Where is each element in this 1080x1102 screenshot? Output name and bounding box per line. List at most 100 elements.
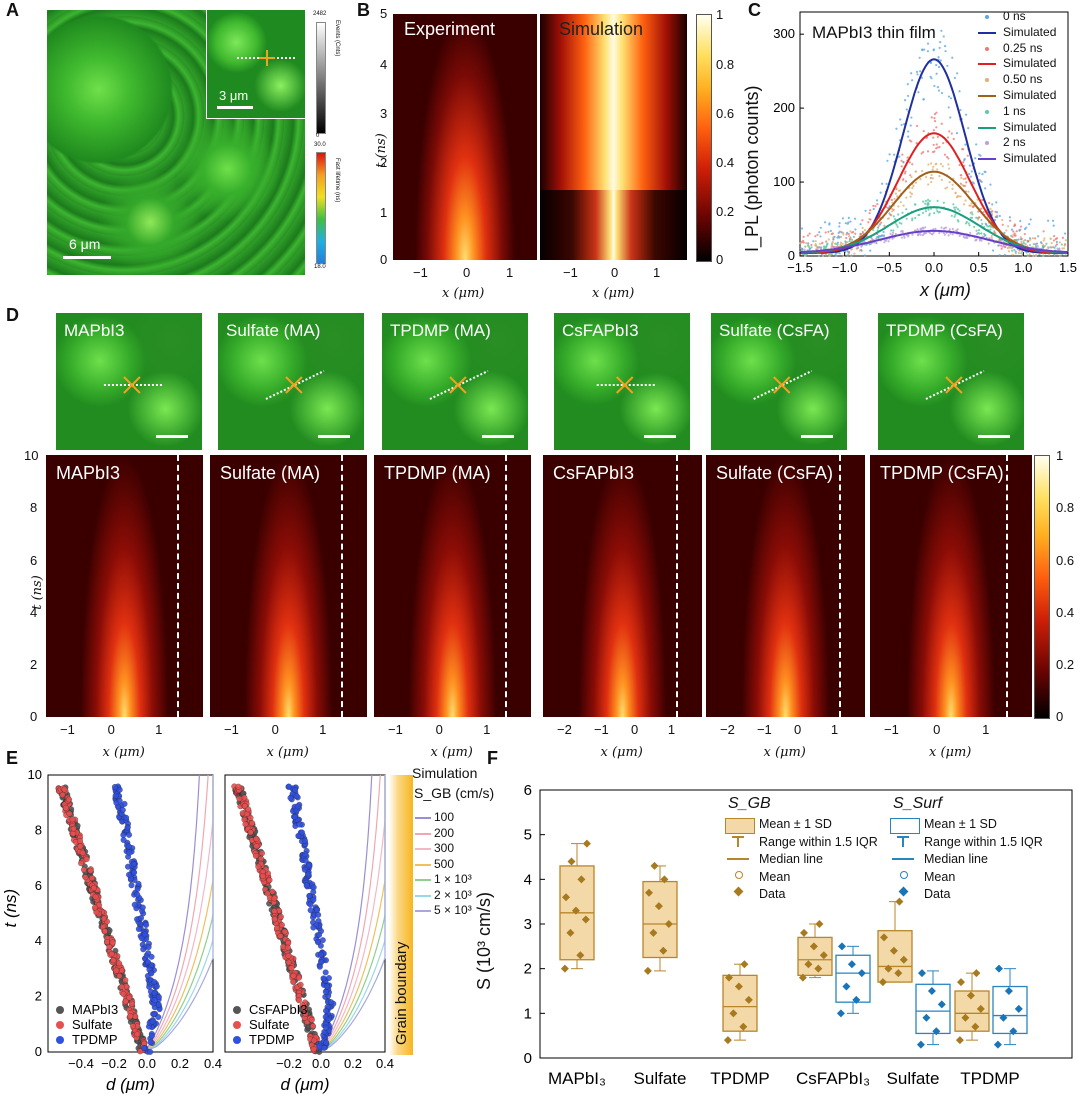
c-data-point bbox=[823, 221, 827, 224]
c-data-point bbox=[1047, 219, 1050, 222]
pl-profile-chart: 300 200 100 0−1.5 −1.0 −0.5 0.0 0.5 1.0 1.5 bbox=[773, 11, 1077, 275]
c-data-point bbox=[1028, 243, 1032, 247]
c-data-point bbox=[1042, 245, 1045, 248]
c-data-point bbox=[989, 210, 993, 213]
f-data-point bbox=[889, 946, 898, 955]
c-legend-label: 2 ns bbox=[1003, 135, 1026, 150]
c-data-point bbox=[901, 153, 904, 156]
e-data-point bbox=[151, 1011, 158, 1018]
e-data-point bbox=[134, 1031, 141, 1038]
b-ytick: 3 bbox=[380, 106, 388, 121]
c-legend-label: 1 ns bbox=[1003, 103, 1026, 118]
c-data-point bbox=[962, 161, 965, 164]
c-data-point bbox=[807, 242, 810, 245]
c-data-point bbox=[914, 203, 917, 206]
e-data-point bbox=[285, 952, 292, 959]
d-ytick: 8 bbox=[30, 500, 38, 515]
e-data-point bbox=[131, 869, 138, 876]
c-data-point bbox=[859, 223, 862, 226]
e-data-point bbox=[123, 814, 130, 821]
f-category-label: MAPbI₃ bbox=[548, 1069, 606, 1088]
linecut-marker bbox=[103, 376, 162, 394]
c-data-point bbox=[930, 116, 933, 119]
c-simulated-line bbox=[800, 58, 1068, 254]
f-data-point bbox=[927, 987, 936, 995]
c-data-point bbox=[831, 232, 834, 235]
f-data-point bbox=[654, 902, 663, 911]
c-data-point bbox=[880, 221, 883, 224]
c-data-point bbox=[861, 226, 864, 229]
e-data-point bbox=[148, 970, 155, 977]
c-data-point bbox=[949, 97, 953, 100]
e-data-point bbox=[290, 979, 297, 985]
f-data-point bbox=[650, 861, 659, 870]
c-data-point bbox=[950, 132, 953, 135]
f-ytick-label: 5 bbox=[524, 827, 532, 844]
c-data-point bbox=[947, 163, 950, 166]
c-data-point bbox=[948, 130, 951, 133]
e-sim-curve bbox=[317, 774, 373, 1053]
c-data-point bbox=[930, 162, 933, 165]
c-data-point bbox=[900, 222, 903, 225]
e-data-point bbox=[92, 904, 98, 911]
c-data-point bbox=[961, 147, 964, 151]
e-sim-curve bbox=[143, 775, 214, 1053]
c-data-point bbox=[929, 75, 932, 78]
c-data-point bbox=[891, 237, 894, 240]
c-data-point bbox=[938, 175, 941, 178]
d-cb-tick: 0.6 bbox=[1056, 553, 1075, 568]
c-data-point bbox=[1064, 239, 1067, 242]
c-data-point bbox=[1063, 232, 1067, 235]
d-cb-tick: 0.2 bbox=[1056, 657, 1075, 672]
f-data-point bbox=[659, 946, 668, 955]
c-data-point bbox=[905, 196, 908, 199]
c-data-point bbox=[860, 248, 863, 252]
c-data-point bbox=[998, 254, 1001, 257]
c-data-point bbox=[940, 226, 943, 229]
map-title: TPDMP (CsFA) bbox=[880, 463, 1004, 483]
e-sim-title: Simulation bbox=[412, 765, 478, 781]
e-data-point bbox=[253, 843, 260, 850]
c-data-point bbox=[953, 206, 956, 209]
c-data-point bbox=[947, 234, 950, 237]
c-xtick-label: −0.5 bbox=[876, 260, 902, 275]
c-data-point bbox=[916, 228, 919, 231]
e-sim-legend-line bbox=[415, 832, 431, 835]
e-data-point bbox=[111, 784, 118, 790]
sample-image-title: TPDMP (MA) bbox=[390, 321, 491, 340]
e-sim-legend-line bbox=[415, 817, 431, 819]
c-data-point bbox=[1009, 219, 1012, 222]
c-data-point bbox=[1042, 230, 1045, 233]
sample-image-title: MAPbI3 bbox=[64, 321, 125, 340]
e-data-point bbox=[135, 926, 142, 933]
f-data-point bbox=[1009, 1027, 1018, 1036]
c-data-point bbox=[942, 35, 945, 38]
c-data-point bbox=[846, 231, 849, 234]
f-ytick-label: 0 bbox=[524, 1050, 532, 1067]
e-data-point bbox=[120, 832, 127, 838]
f-data-point bbox=[880, 933, 888, 942]
c-legend-dot bbox=[985, 78, 989, 83]
e-data-point bbox=[316, 931, 323, 938]
c-data-point bbox=[839, 243, 842, 246]
c-data-point bbox=[845, 236, 848, 240]
b-ytick: 2 bbox=[380, 155, 388, 170]
c-data-point bbox=[1058, 241, 1061, 244]
f-data-point bbox=[645, 888, 653, 897]
c-data-point bbox=[917, 233, 920, 237]
c-data-point bbox=[847, 216, 850, 219]
c-data-point bbox=[975, 229, 978, 232]
linecut-cross bbox=[945, 376, 963, 394]
e-data-point bbox=[145, 950, 152, 957]
c-data-point bbox=[1050, 241, 1053, 245]
c-data-point bbox=[930, 180, 933, 184]
e-data-point bbox=[287, 794, 294, 801]
e-data-point bbox=[124, 824, 131, 831]
d-xlabel: x (μm) bbox=[430, 745, 473, 760]
c-data-point bbox=[819, 226, 822, 229]
c-data-point bbox=[1018, 249, 1021, 252]
c-data-point bbox=[954, 213, 957, 216]
c-data-point bbox=[1042, 239, 1045, 242]
c-data-point bbox=[1047, 253, 1051, 257]
e-data-point bbox=[241, 794, 248, 801]
